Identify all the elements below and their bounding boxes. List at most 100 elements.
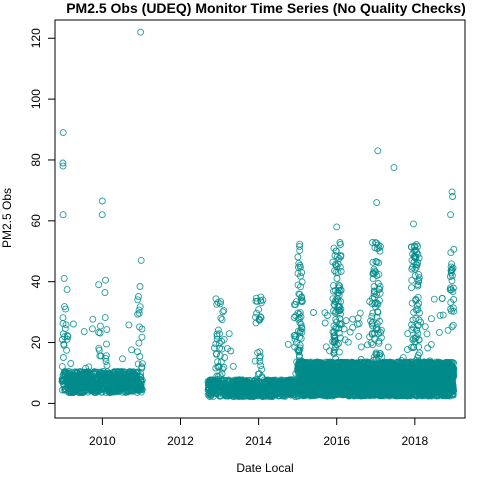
data-point (376, 285, 383, 293)
data-point (59, 314, 67, 322)
data-point (213, 330, 221, 338)
data-point (403, 346, 411, 354)
data-point (349, 315, 357, 323)
data-point (336, 282, 344, 290)
data-point (376, 350, 384, 358)
data-point (219, 308, 227, 316)
data-point (69, 320, 77, 328)
data-point (373, 258, 381, 266)
data-point (374, 308, 382, 316)
data-point (95, 281, 103, 289)
data-point (128, 346, 136, 354)
data-point (101, 289, 109, 297)
data-point (337, 286, 345, 294)
data-point (217, 358, 225, 366)
data-point (293, 339, 300, 347)
data-points (58, 28, 458, 401)
data-point (284, 340, 292, 348)
data-point (376, 283, 384, 291)
data-point (336, 263, 344, 271)
data-point (138, 325, 146, 333)
data-point (89, 315, 97, 323)
data-point (375, 337, 383, 345)
data-point (67, 360, 75, 367)
data-point (344, 338, 352, 346)
data-point (337, 241, 344, 248)
data-point (413, 326, 421, 334)
data-point (137, 373, 145, 381)
data-point (415, 300, 423, 307)
data-point (294, 253, 302, 261)
data-point (404, 330, 412, 338)
data-point (298, 325, 306, 332)
data-point (337, 251, 345, 259)
data-point (103, 340, 110, 348)
data-point (337, 305, 345, 313)
data-point (220, 335, 228, 343)
data-point (296, 246, 304, 254)
data-point (321, 319, 329, 327)
data-point (411, 265, 419, 273)
data-point (337, 267, 345, 275)
data-point (102, 276, 109, 284)
data-point (136, 283, 144, 290)
data-point (333, 275, 341, 282)
data-point (415, 254, 423, 262)
data-point (411, 272, 419, 280)
data-point (135, 293, 142, 300)
data-point (63, 335, 71, 343)
data-point (340, 325, 348, 333)
data-point (296, 344, 304, 352)
data-point (415, 316, 423, 324)
data-point (294, 263, 302, 271)
data-point (101, 314, 109, 322)
data-point (135, 309, 143, 317)
data-point (229, 362, 237, 370)
data-point (355, 332, 363, 340)
data-point (136, 353, 144, 360)
data-point (259, 296, 267, 304)
data-point (218, 316, 226, 324)
data-point (213, 350, 220, 358)
data-point (369, 318, 376, 326)
data-point (102, 352, 110, 360)
data-point (103, 326, 111, 334)
data-point (411, 337, 419, 345)
data-point (355, 320, 363, 328)
data-point (256, 348, 264, 356)
data-point (376, 289, 384, 297)
data-point (298, 278, 306, 286)
data-point (322, 343, 330, 351)
data-point (62, 305, 70, 313)
data-point (220, 307, 228, 315)
data-point (296, 263, 304, 271)
data-point (296, 351, 303, 359)
data-point (135, 339, 143, 347)
data-point (375, 270, 383, 278)
data-point (257, 362, 265, 370)
data-point (374, 241, 382, 249)
data-point (298, 269, 306, 276)
data-point (253, 309, 261, 317)
data-point (256, 352, 264, 360)
data-point (349, 324, 357, 332)
data-point (135, 306, 143, 314)
data-point (138, 386, 146, 394)
data-point (375, 259, 383, 267)
data-point (336, 334, 344, 342)
data-point (297, 335, 305, 342)
data-point (310, 309, 317, 316)
data-point (257, 314, 265, 322)
data-point (414, 243, 422, 250)
data-point (98, 388, 106, 396)
data-point (375, 244, 383, 252)
data-point (257, 313, 264, 321)
chart-title: PM2.5 Obs (UDEQ) Monitor Time Series (No… (66, 0, 466, 16)
data-point (298, 328, 306, 336)
data-point (138, 333, 146, 341)
data-point (134, 310, 142, 318)
data-point (63, 286, 71, 294)
data-point (374, 300, 382, 308)
data-point (296, 240, 304, 248)
data-point (64, 333, 72, 340)
